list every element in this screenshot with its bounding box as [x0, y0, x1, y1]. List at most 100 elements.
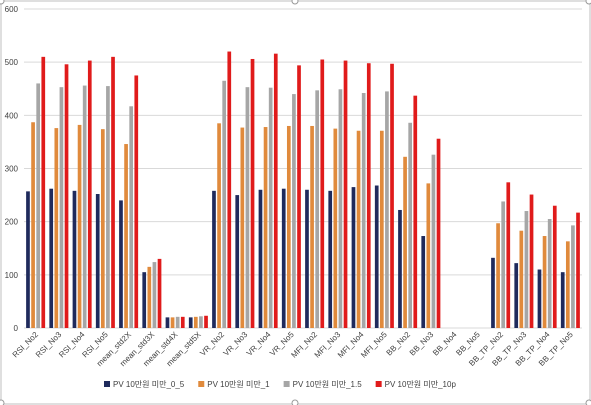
legend-label: PV 10만원 미만_1.5 [293, 380, 363, 389]
bar [188, 317, 193, 328]
bar [305, 189, 309, 328]
x-tick-label: VR_No3 [222, 330, 250, 358]
bar [175, 316, 180, 328]
bar [212, 190, 216, 328]
legend-swatch [283, 381, 290, 387]
bar [26, 191, 30, 328]
x-tick-label: MFI_No5 [359, 330, 389, 360]
bar [529, 194, 534, 328]
bar [217, 123, 221, 328]
bar [328, 190, 333, 328]
bar [147, 266, 152, 328]
bar [222, 80, 227, 329]
bar [281, 188, 286, 328]
bar [49, 188, 54, 328]
bar [519, 230, 524, 328]
bar [64, 64, 69, 328]
bar [356, 130, 361, 328]
bar [180, 316, 185, 328]
x-tick-label: VR_No4 [245, 330, 273, 358]
bar [258, 189, 263, 328]
bar [273, 53, 278, 328]
bar [95, 194, 100, 328]
bar [54, 128, 59, 328]
y-tick-label: 500 [5, 58, 19, 67]
bar [31, 122, 35, 329]
bar [106, 86, 110, 328]
y-tick-label: 400 [5, 111, 19, 120]
bar [315, 90, 320, 328]
bar [421, 236, 426, 328]
legend-label: PV 10만원 미만_0_5 [113, 380, 185, 389]
bar [250, 58, 255, 329]
bar [268, 87, 273, 328]
y-tick-label: 0 [14, 324, 19, 333]
bar [292, 94, 296, 328]
bar [36, 83, 41, 328]
bar [374, 185, 379, 328]
x-tick-label: VR_No2 [198, 330, 226, 358]
legend-label: PV 10만원 미만_10p [385, 380, 457, 389]
bar [152, 262, 157, 328]
bar [157, 258, 162, 328]
resize-handle [585, 399, 591, 405]
bar [426, 183, 431, 328]
bar [379, 130, 384, 328]
bar [134, 75, 139, 328]
bar [286, 125, 291, 328]
x-tick-label: BB_No4 [431, 330, 459, 358]
bar [524, 211, 529, 328]
bar [436, 138, 441, 328]
resize-handle [291, 0, 299, 5]
bar [565, 241, 570, 328]
bar [59, 87, 64, 328]
bar [129, 106, 134, 328]
bar [496, 223, 500, 328]
bar [41, 56, 46, 328]
y-tick-label: 100 [5, 271, 19, 280]
bar [408, 122, 413, 328]
bar [333, 128, 338, 328]
bar [240, 127, 245, 328]
bar [385, 91, 389, 329]
x-tick-label: BB_No2 [385, 330, 413, 358]
bar [297, 65, 301, 329]
bar [320, 59, 325, 329]
legend-swatch [375, 381, 382, 387]
bar [227, 51, 232, 329]
bar [351, 187, 356, 328]
bar [431, 154, 436, 328]
bar [542, 236, 547, 328]
bar [199, 316, 203, 328]
x-tick-label: BB_No3 [408, 330, 436, 358]
bar [343, 60, 348, 329]
bar [193, 316, 198, 328]
bar [77, 124, 82, 328]
bar [547, 219, 552, 328]
bar [245, 87, 250, 328]
bar [571, 225, 575, 328]
bar [514, 263, 519, 328]
bar [263, 127, 268, 328]
legend-swatch [198, 381, 205, 387]
bar [413, 95, 418, 328]
y-tick-label: 200 [5, 218, 19, 227]
bar [235, 195, 240, 328]
bar [204, 315, 208, 328]
bar [403, 156, 407, 328]
bar [87, 60, 92, 329]
y-tick-label: 300 [5, 165, 19, 174]
bar [111, 56, 115, 328]
bar [72, 190, 77, 328]
bar [310, 125, 314, 328]
bar [537, 269, 542, 328]
bar [361, 93, 366, 329]
bar [366, 63, 371, 328]
bar [552, 205, 557, 328]
bar [576, 212, 580, 328]
resize-handle [0, 0, 5, 5]
bar [165, 317, 170, 328]
bar [390, 63, 394, 329]
